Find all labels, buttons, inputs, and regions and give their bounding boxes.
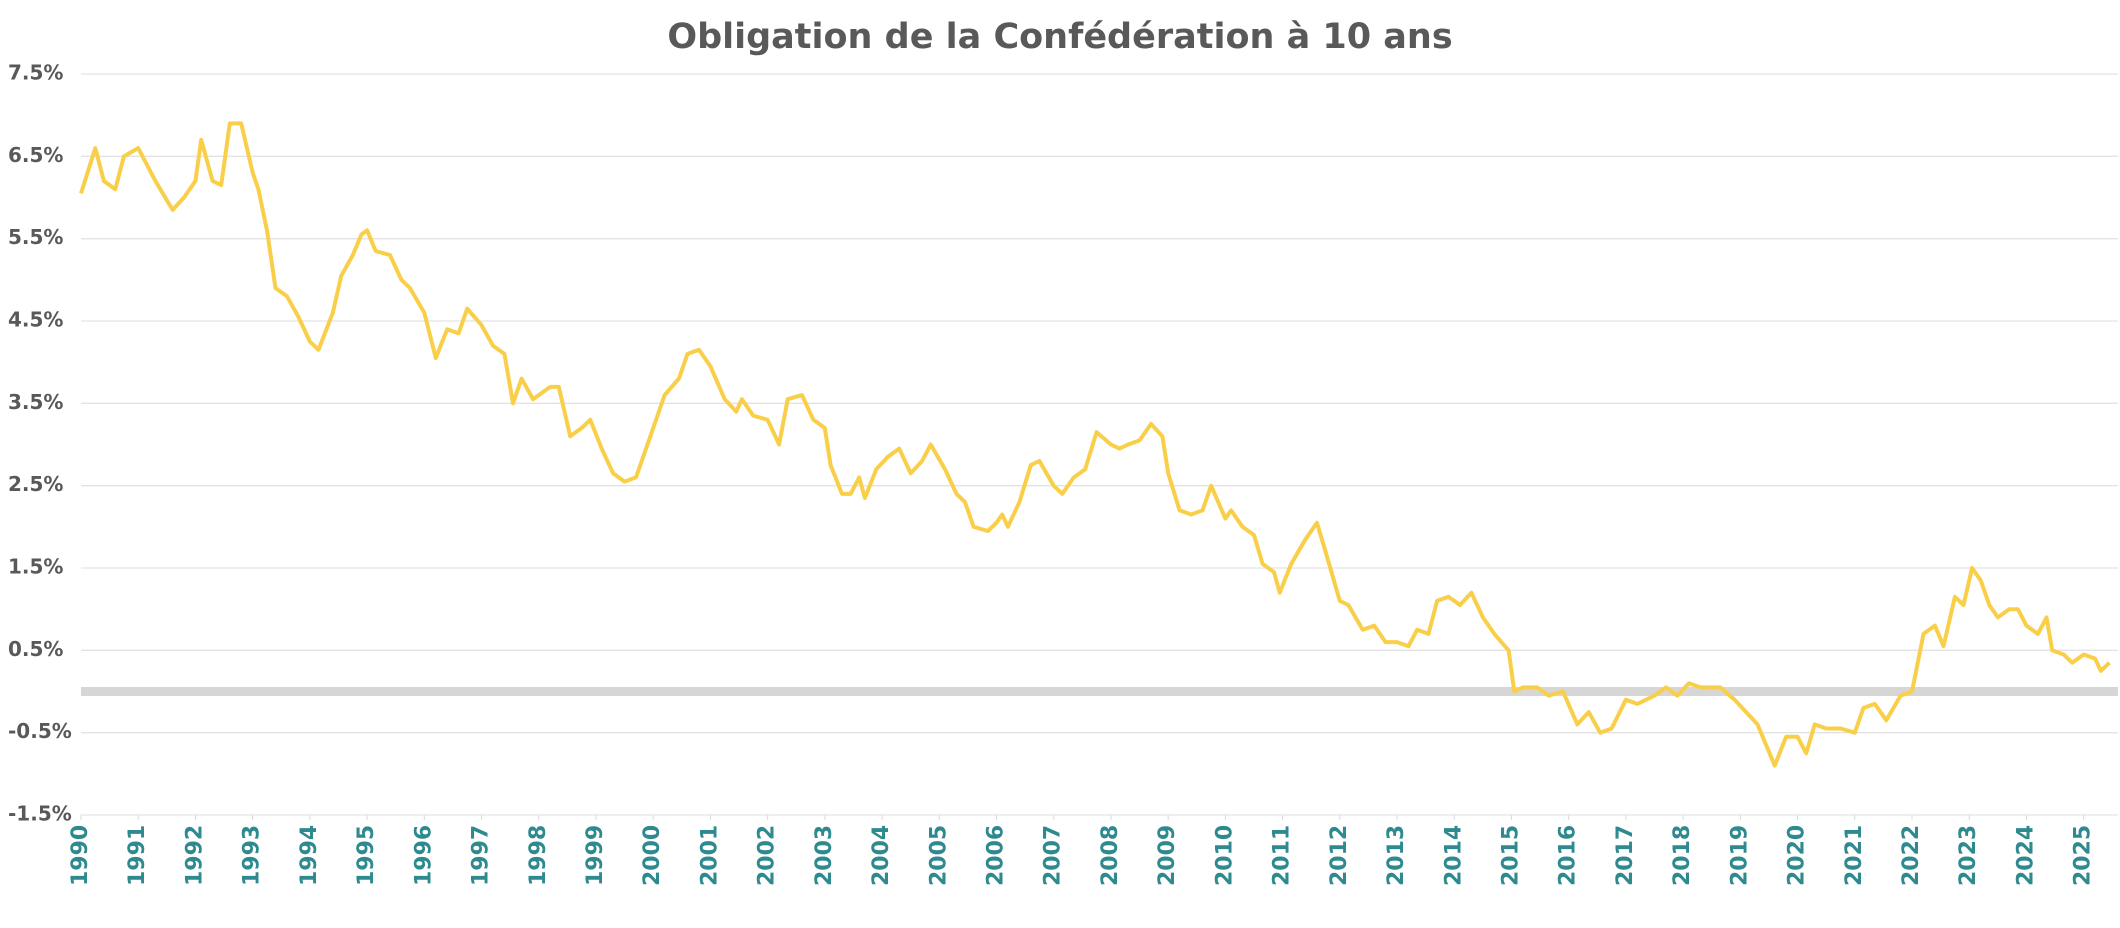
x-tick-label: 1996 <box>411 825 436 886</box>
x-tick-label: 2019 <box>1727 825 1752 886</box>
x-tick-label: 1992 <box>182 825 207 886</box>
x-tick-label: 1995 <box>354 825 379 886</box>
x-tick-label: 2012 <box>1327 825 1352 886</box>
y-tick-label: 6.5% <box>8 143 63 167</box>
chart-title: Obligation de la Confédération à 10 ans <box>667 17 1452 57</box>
x-tick-label: 1997 <box>469 825 494 886</box>
x-tick-label: 2003 <box>812 825 837 886</box>
x-tick-label: 2007 <box>1041 825 1066 886</box>
y-tick-label: -0.5% <box>8 719 72 743</box>
x-tick-label: 2015 <box>1498 825 1523 886</box>
x-tick-label: 2008 <box>1098 825 1123 886</box>
y-tick-label: -1.5% <box>8 802 72 826</box>
y-tick-label: 0.5% <box>8 637 63 661</box>
x-tick-label: 1999 <box>583 825 608 886</box>
x-tick-label: 2006 <box>984 825 1009 886</box>
x-tick-label: 2013 <box>1384 825 1409 886</box>
x-tick-label: 1994 <box>297 825 322 886</box>
y-tick-label: 2.5% <box>8 472 63 496</box>
x-tick-label: 2001 <box>697 825 722 886</box>
x-tick-label: 2022 <box>1899 825 1924 886</box>
x-tick-label: 2005 <box>926 825 951 886</box>
x-tick-label: 2024 <box>2013 825 2038 886</box>
y-tick-label: 3.5% <box>8 390 63 414</box>
y-tick-label: 1.5% <box>8 555 63 579</box>
x-tick-label: 1993 <box>240 825 265 886</box>
y-tick-label: 4.5% <box>8 308 63 332</box>
x-tick-label: 2016 <box>1556 825 1581 886</box>
x-tick-label: 2020 <box>1785 825 1810 886</box>
x-tick-label: 2010 <box>1212 825 1237 886</box>
x-tick-label: 1991 <box>125 825 150 886</box>
x-tick-label: 2004 <box>869 825 894 886</box>
x-tick-label: 1998 <box>526 825 551 886</box>
x-tick-label: 2011 <box>1270 825 1295 886</box>
data-line <box>79 121 2111 768</box>
x-tick-label: 2021 <box>1842 825 1867 886</box>
y-tick-label: 7.5% <box>8 61 63 85</box>
x-tick-label: 2009 <box>1155 825 1180 886</box>
x-tick-label: 2018 <box>1670 825 1695 886</box>
x-tick-label: 2017 <box>1613 825 1638 886</box>
x-tick-label: 2000 <box>640 825 665 886</box>
y-tick-label: 5.5% <box>8 225 63 249</box>
x-tick-label: 2014 <box>1441 825 1466 886</box>
x-tick-label: 1990 <box>68 825 93 886</box>
x-tick-label: 2023 <box>1956 825 1981 886</box>
x-tick-label: 2002 <box>755 825 780 886</box>
x-tick-label: 2025 <box>2071 825 2096 886</box>
